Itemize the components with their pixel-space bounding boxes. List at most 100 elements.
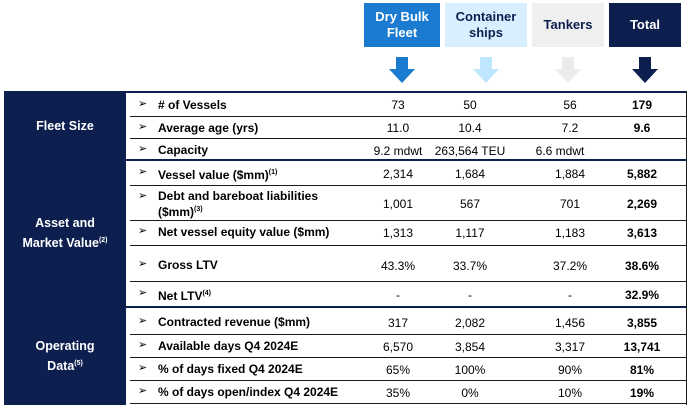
cell-tankers: 3,317 [554, 340, 586, 354]
row-divider [130, 281, 686, 282]
cell-total: 32.9% [624, 288, 660, 302]
row-label: Gross LTV [158, 258, 218, 272]
cell-dry-bulk: 9.2 mdwt [373, 144, 423, 158]
cell-tankers: 6.6 mdwt [535, 144, 585, 158]
cell-tankers: 1,183 [554, 226, 586, 240]
bullet-arrow-icon: ➢ [138, 190, 148, 202]
row-label: Net LTV(4) [158, 289, 212, 303]
cell-dry-bulk: - [396, 288, 400, 302]
cell-tankers: - [568, 288, 572, 302]
cell-tankers: 7.2 [561, 121, 579, 135]
table-row: ➢ % of days fixed Q4 2024E 65% 100% 90% … [130, 359, 682, 379]
cell-container: 1,117 [455, 226, 485, 240]
cell-container: 0% [461, 386, 479, 400]
cell-total: 19% [629, 386, 655, 400]
row-divider [130, 185, 686, 186]
cell-total: 81% [629, 363, 655, 377]
header-container-ships-label: Container ships [455, 9, 517, 40]
cell-dry-bulk: 43.3% [380, 259, 416, 273]
table-row: ➢ Net LTV(4) - - - 32.9% [130, 284, 682, 306]
row-label: Available days Q4 2024E [158, 339, 299, 353]
row-label: Average age (yrs) [158, 121, 259, 135]
section-divider [4, 306, 686, 308]
arrow-down-icon [389, 57, 415, 83]
bullet-arrow-icon: ➢ [138, 287, 148, 299]
cell-tankers: 37.2% [552, 259, 588, 273]
cell-tankers: 1,884 [554, 167, 586, 181]
table-row: ➢ # of Vessels 73 50 56 179 [130, 95, 682, 115]
bullet-arrow-icon: ➢ [138, 362, 148, 374]
cell-dry-bulk: 1,001 [382, 197, 414, 211]
bullet-arrow-icon: ➢ [138, 143, 148, 155]
footnote-ref: (4) [202, 290, 212, 297]
cell-container: 567 [459, 197, 481, 211]
cell-total: 5,882 [626, 167, 658, 181]
cell-container: 2,082 [454, 316, 486, 330]
footnote-ref: (3) [194, 206, 203, 213]
cell-container: 10.4 [458, 121, 482, 135]
table-row: ➢ Vessel value ($mm)(1) 2,314 1,684 1,88… [130, 163, 682, 183]
bullet-arrow-icon: ➢ [138, 258, 148, 270]
cell-tankers: 1,456 [554, 316, 586, 330]
header-total-label: Total [629, 17, 661, 32]
cell-total: 13,741 [623, 340, 661, 354]
category-fleet-size: Fleet Size [4, 93, 126, 159]
row-divider [130, 116, 686, 117]
cell-container: 1,684 [454, 167, 486, 181]
row-label: # of Vessels [158, 98, 227, 112]
cell-container: 3,854 [454, 340, 486, 354]
row-label: Capacity [158, 143, 209, 157]
cell-dry-bulk: 65% [385, 363, 411, 377]
table-row: ➢ Net vessel equity value ($mm) 1,313 1,… [130, 222, 682, 244]
footnote-ref: (2) [98, 236, 108, 244]
cell-tankers: 701 [559, 197, 581, 211]
row-divider [130, 245, 686, 246]
header-tankers: Tankers [532, 3, 604, 47]
category-title: Asset and Market Value [22, 215, 99, 251]
row-divider [130, 380, 686, 381]
section-divider [4, 159, 686, 161]
header-tankers-label: Tankers [543, 17, 593, 32]
cell-tankers: 56 [563, 98, 577, 112]
bullet-arrow-icon: ➢ [138, 315, 148, 327]
row-label: Contracted revenue ($mm) [158, 315, 311, 329]
footnote-ref: (1) [268, 169, 278, 176]
bullet-arrow-icon: ➢ [138, 121, 148, 133]
table-row: ➢ Debt and bareboat liabilities ($mm)(3)… [130, 187, 682, 219]
cell-total: 9.6 [633, 121, 651, 135]
category-operating-data: Operating Data(5) [4, 308, 126, 405]
row-divider [130, 403, 686, 404]
row-divider [130, 334, 686, 335]
row-label: % of days fixed Q4 2024E [158, 362, 303, 376]
row-label: Debt and bareboat liabilities ($mm)(3) [158, 189, 319, 219]
bullet-arrow-icon: ➢ [138, 339, 148, 351]
section-top-border [4, 91, 686, 93]
row-divider [130, 220, 686, 221]
cell-container: 100% [454, 363, 486, 377]
category-title: Fleet Size [36, 118, 94, 133]
table-row: ➢ Gross LTV 43.3% 33.7% 37.2% 38.6% [130, 248, 682, 280]
cell-dry-bulk: 1,313 [382, 226, 414, 240]
table-row: ➢ % of days open/index Q4 2024E 35% 0% 1… [130, 382, 682, 402]
category-asset-market-value: Asset and Market Value(2) [4, 161, 126, 306]
arrow-down-icon [473, 57, 499, 83]
header-dry-bulk: Dry Bulk Fleet [364, 3, 440, 47]
header-total: Total [609, 3, 681, 47]
grid-line [686, 91, 687, 405]
cell-total: 38.6% [624, 259, 660, 273]
cell-tankers: 10% [557, 386, 583, 400]
row-divider [130, 357, 686, 358]
cell-container: - [468, 288, 472, 302]
arrow-down-icon [632, 57, 658, 83]
cell-dry-bulk: 317 [387, 316, 409, 330]
table-row: ➢ Contracted revenue ($mm) 317 2,082 1,4… [130, 312, 682, 332]
table-row: ➢ Available days Q4 2024E 6,570 3,854 3,… [130, 336, 682, 356]
cell-tankers: 90% [557, 363, 583, 377]
arrow-down-icon [555, 57, 581, 83]
row-divider [130, 138, 686, 139]
header-dry-bulk-label: Dry Bulk Fleet [375, 9, 429, 40]
cell-dry-bulk: 73 [391, 98, 405, 112]
bullet-arrow-icon: ➢ [138, 98, 148, 110]
row-label: Net vessel equity value ($mm) [158, 225, 330, 239]
cell-dry-bulk: 11.0 [386, 121, 410, 135]
